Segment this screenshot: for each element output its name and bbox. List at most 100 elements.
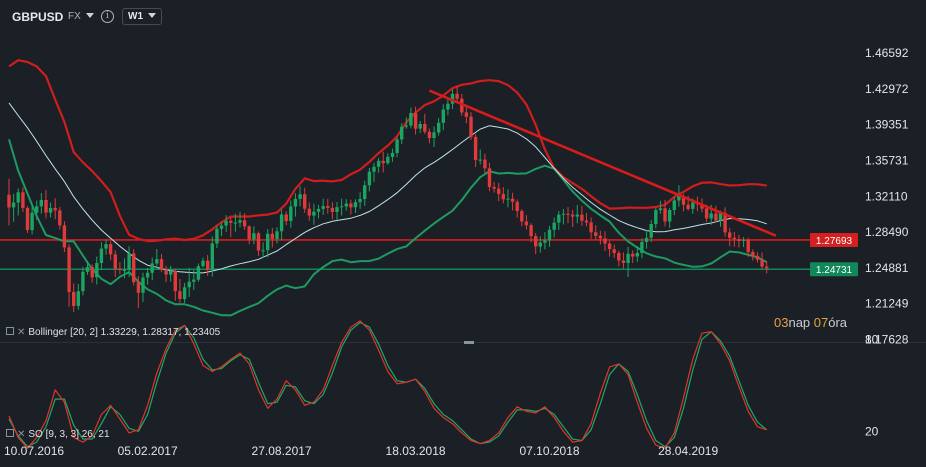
candle[interactable] (755, 255, 760, 260)
candle[interactable] (654, 210, 658, 224)
candle[interactable] (284, 214, 288, 222)
candle[interactable] (395, 139, 399, 153)
candle[interactable] (714, 213, 718, 221)
candle[interactable] (252, 233, 256, 240)
timeframe-dropdown[interactable]: W1 (122, 8, 162, 25)
candle[interactable] (182, 287, 187, 300)
candle[interactable] (386, 156, 390, 164)
candle[interactable] (224, 220, 228, 226)
candle[interactable] (450, 93, 455, 104)
candle[interactable] (238, 220, 242, 223)
candle[interactable] (376, 160, 381, 167)
candle[interactable] (298, 194, 302, 199)
candle[interactable] (746, 239, 750, 253)
candle[interactable] (566, 213, 570, 215)
candle[interactable] (16, 192, 20, 203)
candle[interactable] (557, 214, 561, 223)
stochastic-legend[interactable]: ✕ SO [9, 3, 3] 26, 21 (6, 429, 110, 440)
candle[interactable] (339, 206, 344, 208)
candle[interactable] (418, 124, 422, 129)
descending-trendline[interactable] (428, 89, 777, 237)
candle[interactable] (455, 93, 459, 99)
candle[interactable] (99, 248, 104, 263)
candle[interactable] (178, 291, 182, 299)
candle[interactable] (67, 247, 71, 292)
candle[interactable] (118, 268, 122, 271)
candle[interactable] (580, 214, 584, 221)
candle[interactable] (367, 171, 372, 186)
candle[interactable] (372, 166, 376, 172)
candle[interactable] (293, 198, 298, 207)
candle[interactable] (136, 282, 141, 293)
candle[interactable] (423, 124, 427, 132)
close-icon[interactable]: ✕ (17, 327, 26, 338)
candle[interactable] (644, 237, 649, 242)
candle[interactable] (612, 249, 616, 254)
candle[interactable] (437, 122, 441, 133)
candle[interactable] (11, 202, 16, 208)
candle[interactable] (427, 131, 432, 139)
candle[interactable] (229, 220, 233, 223)
candle[interactable] (728, 232, 732, 238)
candle[interactable] (469, 116, 473, 137)
candle[interactable] (506, 198, 510, 200)
candle[interactable] (150, 263, 154, 273)
candle[interactable] (552, 222, 556, 230)
candle[interactable] (390, 152, 395, 157)
candle[interactable] (529, 225, 533, 237)
candle[interactable] (617, 253, 621, 261)
candle[interactable] (663, 208, 667, 222)
symbol-label[interactable]: GBPUSD (12, 10, 64, 24)
candle[interactable] (113, 254, 117, 269)
candle[interactable] (543, 240, 547, 243)
candle[interactable] (483, 159, 487, 169)
candle[interactable] (760, 259, 764, 267)
candle[interactable] (404, 125, 408, 127)
candle[interactable] (256, 233, 261, 251)
candle[interactable] (72, 292, 76, 306)
candle[interactable] (145, 272, 150, 278)
candle[interactable] (275, 231, 279, 239)
candle[interactable] (330, 207, 335, 212)
candle[interactable] (104, 244, 108, 249)
candle[interactable] (765, 266, 769, 269)
candle[interactable] (686, 204, 690, 209)
candle[interactable] (266, 233, 270, 251)
candle[interactable] (681, 196, 686, 205)
candle[interactable] (589, 222, 593, 233)
candle[interactable] (691, 202, 695, 209)
candle[interactable] (289, 206, 293, 222)
candle[interactable] (53, 208, 57, 211)
candle[interactable] (668, 210, 672, 222)
candle[interactable] (515, 201, 519, 211)
candle[interactable] (672, 200, 676, 210)
close-icon[interactable]: ✕ (17, 429, 26, 440)
candle[interactable] (30, 212, 34, 231)
candle[interactable] (584, 220, 589, 223)
candle[interactable] (206, 260, 210, 270)
candle[interactable] (709, 213, 713, 219)
indicator-settings-icon[interactable] (6, 429, 14, 437)
candle[interactable] (215, 228, 219, 244)
candle[interactable] (598, 235, 603, 239)
candle[interactable] (169, 270, 173, 275)
candle[interactable] (44, 200, 48, 213)
candle[interactable] (270, 233, 274, 239)
candle[interactable] (658, 208, 663, 211)
candle[interactable] (751, 252, 755, 256)
candle[interactable] (737, 239, 741, 241)
candle[interactable] (487, 168, 492, 187)
candle[interactable] (25, 207, 30, 231)
candle[interactable] (95, 263, 99, 278)
candle[interactable] (201, 260, 205, 267)
candle[interactable] (561, 213, 566, 215)
candle[interactable] (677, 196, 681, 201)
candle[interactable] (631, 253, 635, 257)
candle[interactable] (48, 208, 53, 213)
candle[interactable] (603, 238, 607, 244)
candle[interactable] (492, 187, 496, 189)
candle[interactable] (635, 253, 639, 257)
candle[interactable] (21, 192, 25, 208)
bollinger-legend[interactable]: ✕ Bollinger [20, 2] 1.33229, 1.28317, 1.2… (6, 327, 220, 338)
